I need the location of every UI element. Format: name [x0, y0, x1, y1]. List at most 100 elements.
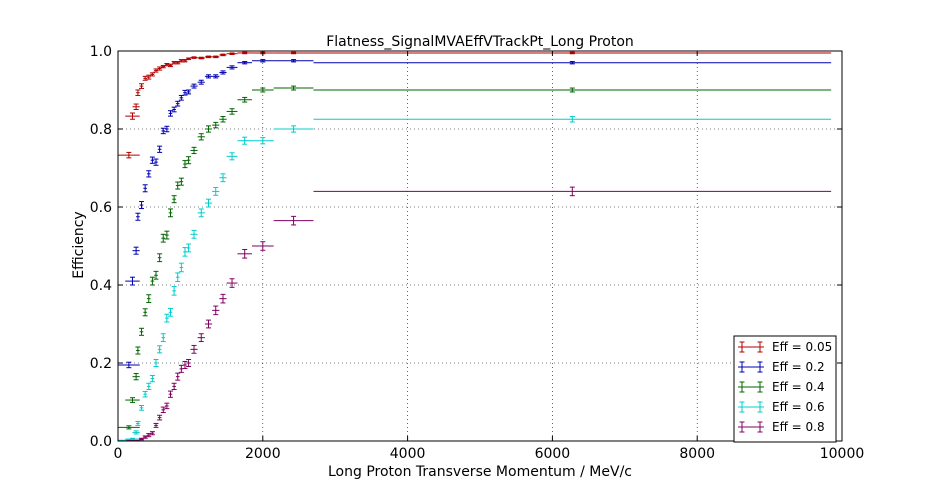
data-point — [160, 233, 166, 243]
data-point — [273, 125, 314, 133]
legend: Eff = 0.05 Eff = 0.2 Eff = 0.4 Eff = 0.6 Eff… — [733, 335, 837, 443]
x-tick-label: 4000 — [390, 446, 426, 462]
data-point — [197, 56, 205, 60]
plot-frame — [117, 50, 843, 442]
data-point — [167, 208, 173, 218]
data-point — [219, 293, 227, 304]
y-tick-label: 0.4 — [90, 278, 112, 294]
data-point — [132, 246, 140, 255]
series-eff-0-05 — [118, 51, 832, 159]
data-point — [313, 51, 832, 55]
data-point — [125, 276, 140, 286]
data-point — [132, 430, 140, 435]
data-point — [226, 65, 238, 70]
data-point — [175, 100, 181, 107]
data-point — [178, 262, 184, 273]
data-point — [153, 68, 159, 73]
data-point — [175, 272, 181, 282]
legend-box — [733, 335, 837, 443]
data-point — [157, 145, 163, 153]
data-point — [171, 286, 177, 296]
data-point — [139, 405, 145, 411]
data-point — [164, 230, 170, 240]
y-tick-label: 0.0 — [90, 434, 112, 450]
data-point — [237, 249, 252, 259]
data-point — [167, 63, 173, 68]
data-point — [226, 108, 238, 115]
data-point — [153, 270, 159, 280]
data-point — [273, 51, 314, 55]
data-point — [204, 319, 213, 329]
legend-item: Eff = 0.4 — [738, 380, 825, 394]
y-tick-label: 0.2 — [90, 356, 112, 372]
data-point — [182, 360, 188, 369]
data-point — [125, 397, 140, 403]
data-point — [146, 294, 152, 304]
data-point — [149, 374, 155, 383]
data-point — [186, 89, 192, 95]
legend-item: Eff = 0.05 — [738, 340, 832, 354]
data-point — [164, 402, 170, 410]
legend-label: Eff = 0.8 — [772, 420, 825, 434]
data-point — [125, 437, 140, 441]
data-point — [197, 79, 205, 85]
data-point — [171, 382, 177, 391]
data-point — [153, 358, 159, 368]
data-point — [164, 125, 170, 133]
data-point — [197, 208, 205, 218]
y-tick-label: 0.6 — [90, 200, 112, 216]
data-point — [167, 110, 173, 117]
data-point — [313, 116, 832, 123]
data-point — [237, 61, 252, 65]
data-point — [237, 96, 252, 103]
data-point — [157, 414, 163, 421]
data-point — [190, 344, 198, 354]
data-point — [167, 390, 173, 398]
data-point — [118, 361, 140, 369]
data-point — [160, 127, 166, 135]
data-point — [273, 215, 314, 226]
series-layer — [118, 51, 832, 442]
data-point — [153, 422, 159, 428]
data-point — [313, 61, 832, 65]
data-point — [175, 372, 181, 381]
legend-label: Eff = 0.2 — [772, 360, 825, 374]
data-point — [186, 358, 192, 368]
legend-item: Eff = 0.6 — [738, 400, 825, 414]
data-point — [251, 87, 274, 93]
y-axis-label: Efficiency — [71, 211, 87, 278]
series-eff-0-6 — [118, 116, 832, 442]
data-point — [132, 373, 140, 381]
data-point — [313, 87, 832, 93]
data-point — [164, 62, 170, 67]
data-point — [164, 313, 170, 323]
data-point — [190, 56, 198, 59]
data-point — [135, 212, 141, 221]
data-point — [139, 83, 145, 89]
data-point — [149, 276, 155, 286]
data-point — [160, 406, 166, 414]
data-point — [149, 72, 155, 77]
data-point — [171, 106, 177, 113]
legend-label: Eff = 0.4 — [772, 380, 825, 394]
series-eff-0-8 — [118, 186, 832, 442]
data-point — [125, 112, 140, 120]
x-tick-label: 8000 — [679, 446, 715, 462]
data-point — [237, 136, 252, 145]
data-point — [139, 327, 145, 336]
data-point — [178, 94, 184, 101]
data-point — [118, 425, 140, 430]
data-point — [190, 146, 198, 155]
data-point — [186, 57, 192, 61]
data-point — [160, 333, 166, 343]
legend-item: Eff = 0.8 — [738, 420, 825, 434]
data-point — [190, 229, 198, 239]
data-point — [135, 346, 141, 355]
x-tick-label: 10000 — [820, 446, 865, 462]
data-point — [212, 187, 220, 196]
data-point — [167, 307, 173, 317]
data-point — [118, 151, 140, 159]
data-point — [157, 345, 163, 354]
chart-title: Flatness_SignalMVAEffVTrackPt_Long Proto… — [326, 34, 634, 50]
